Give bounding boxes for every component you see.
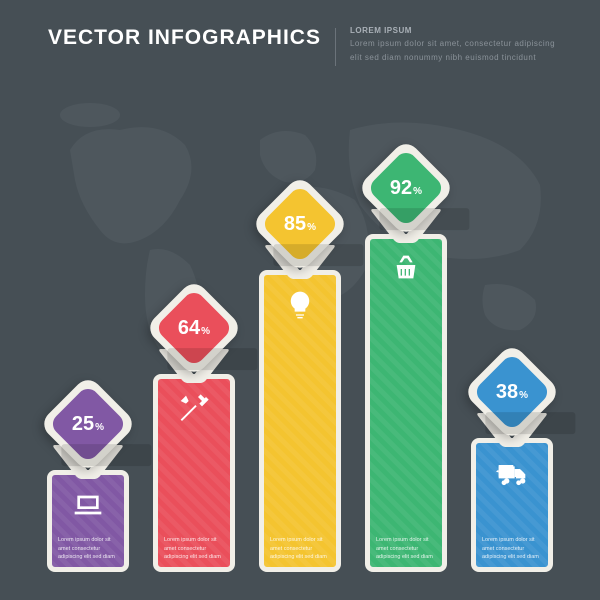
percentage-badge: 25 % — [53, 389, 123, 459]
header: VECTOR INFOGRAPHICS LOREM IPSUM Lorem ip… — [48, 26, 555, 66]
bar-item: 38 % Lorem ipsum dolor sit amet consecte… — [466, 357, 558, 572]
header-divider — [335, 28, 336, 66]
percent-sign-icon: % — [201, 326, 210, 337]
subtitle-block: LOREM IPSUM Lorem ipsum dolor sit amet, … — [350, 26, 555, 63]
basket-icon — [370, 239, 442, 299]
percent-sign-icon: % — [519, 390, 528, 401]
percentage-badge: 85 % — [265, 189, 335, 259]
bar-caption: Lorem ipsum dolor sit amet consectetur a… — [270, 536, 330, 561]
bar-item: 25 % Lorem ipsum dolor sit amet consecte… — [42, 389, 134, 572]
percent-sign-icon: % — [95, 422, 104, 433]
percentage-value: 64 — [178, 317, 200, 340]
bar: Lorem ipsum dolor sit amet consectetur a… — [365, 234, 447, 572]
percentage-value: 38 — [496, 381, 518, 404]
wrench-icon — [158, 379, 230, 439]
lightbulb-icon — [264, 275, 336, 335]
percentage-value: 85 — [284, 213, 306, 236]
percent-sign-icon: % — [307, 222, 316, 233]
percentage-value: 92 — [390, 177, 412, 200]
bar-item: 85 % Lorem ipsum dolor sit amet consecte… — [254, 189, 346, 572]
percentage-badge: 64 % — [159, 293, 229, 363]
bar-caption: Lorem ipsum dolor sit amet consectetur a… — [376, 536, 436, 561]
bar-item: 92 % Lorem ipsum dolor sit amet consecte… — [360, 153, 452, 572]
laptop-icon — [52, 475, 124, 535]
subtitle-line: Lorem ipsum dolor sit amet, consectetur … — [350, 39, 555, 49]
page-title: VECTOR INFOGRAPHICS — [48, 26, 321, 50]
truck-icon — [476, 443, 548, 503]
percentage-value: 25 — [72, 413, 94, 436]
bar-caption: Lorem ipsum dolor sit amet consectetur a… — [58, 536, 118, 561]
percentage-badge: 38 % — [477, 357, 547, 427]
bar-chart: 25 % Lorem ipsum dolor sit amet consecte… — [0, 72, 600, 572]
bar: Lorem ipsum dolor sit amet consectetur a… — [47, 470, 129, 572]
subtitle-heading: LOREM IPSUM — [350, 26, 555, 36]
bar-caption: Lorem ipsum dolor sit amet consectetur a… — [164, 536, 224, 561]
percent-sign-icon: % — [413, 186, 422, 197]
percentage-badge: 92 % — [371, 153, 441, 223]
subtitle-line: elit sed diam nonummy nibh euismod tinci… — [350, 53, 555, 63]
bar: Lorem ipsum dolor sit amet consectetur a… — [153, 374, 235, 572]
bar: Lorem ipsum dolor sit amet consectetur a… — [471, 438, 553, 572]
bar-item: 64 % Lorem ipsum dolor sit amet consecte… — [148, 293, 240, 572]
bar-caption: Lorem ipsum dolor sit amet consectetur a… — [482, 536, 542, 561]
bar: Lorem ipsum dolor sit amet consectetur a… — [259, 270, 341, 572]
